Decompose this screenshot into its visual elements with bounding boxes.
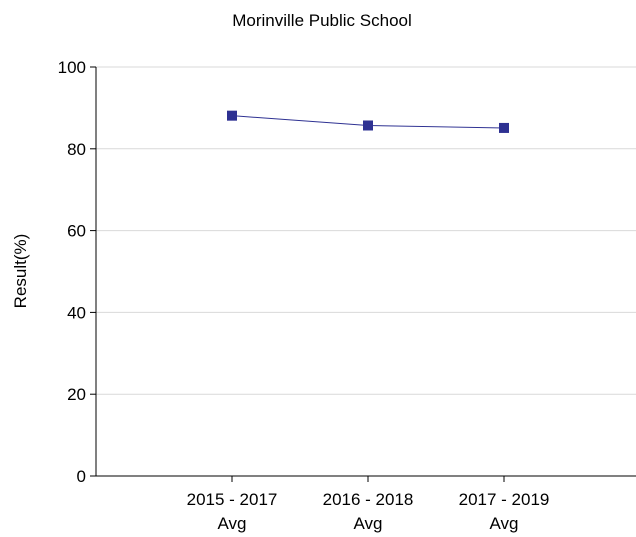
data-point-marker <box>363 120 373 131</box>
x-tick-label: Avg <box>354 514 383 533</box>
series-layer <box>227 110 509 133</box>
y-axis-ticks: 0 20 40 60 80 100 <box>58 58 96 486</box>
chart-title: Morinville Public School <box>232 11 412 30</box>
x-tick-label: Avg <box>218 514 247 533</box>
y-tick-label: 100 <box>58 58 86 77</box>
x-axis-ticks: 2015 - 2017 Avg 2016 - 2018 Avg 2017 - 2019 A… <box>187 476 550 533</box>
x-tick-label: 2015 - 2017 <box>187 490 278 509</box>
data-point-marker <box>227 110 237 121</box>
y-tick-label: 20 <box>67 385 86 404</box>
x-tick-label: 2016 - 2018 <box>323 490 414 509</box>
y-tick-label: 60 <box>67 222 86 241</box>
x-tick-label: 2017 - 2019 <box>459 490 550 509</box>
gridlines <box>96 66 636 395</box>
y-tick-label: 0 <box>77 467 86 486</box>
y-tick-label: 80 <box>67 140 86 159</box>
y-axis-label: Result(%) <box>11 234 30 309</box>
axes <box>95 67 636 477</box>
data-point-marker <box>499 122 509 133</box>
x-tick-label: Avg <box>490 514 519 533</box>
y-tick-label: 40 <box>67 303 86 322</box>
